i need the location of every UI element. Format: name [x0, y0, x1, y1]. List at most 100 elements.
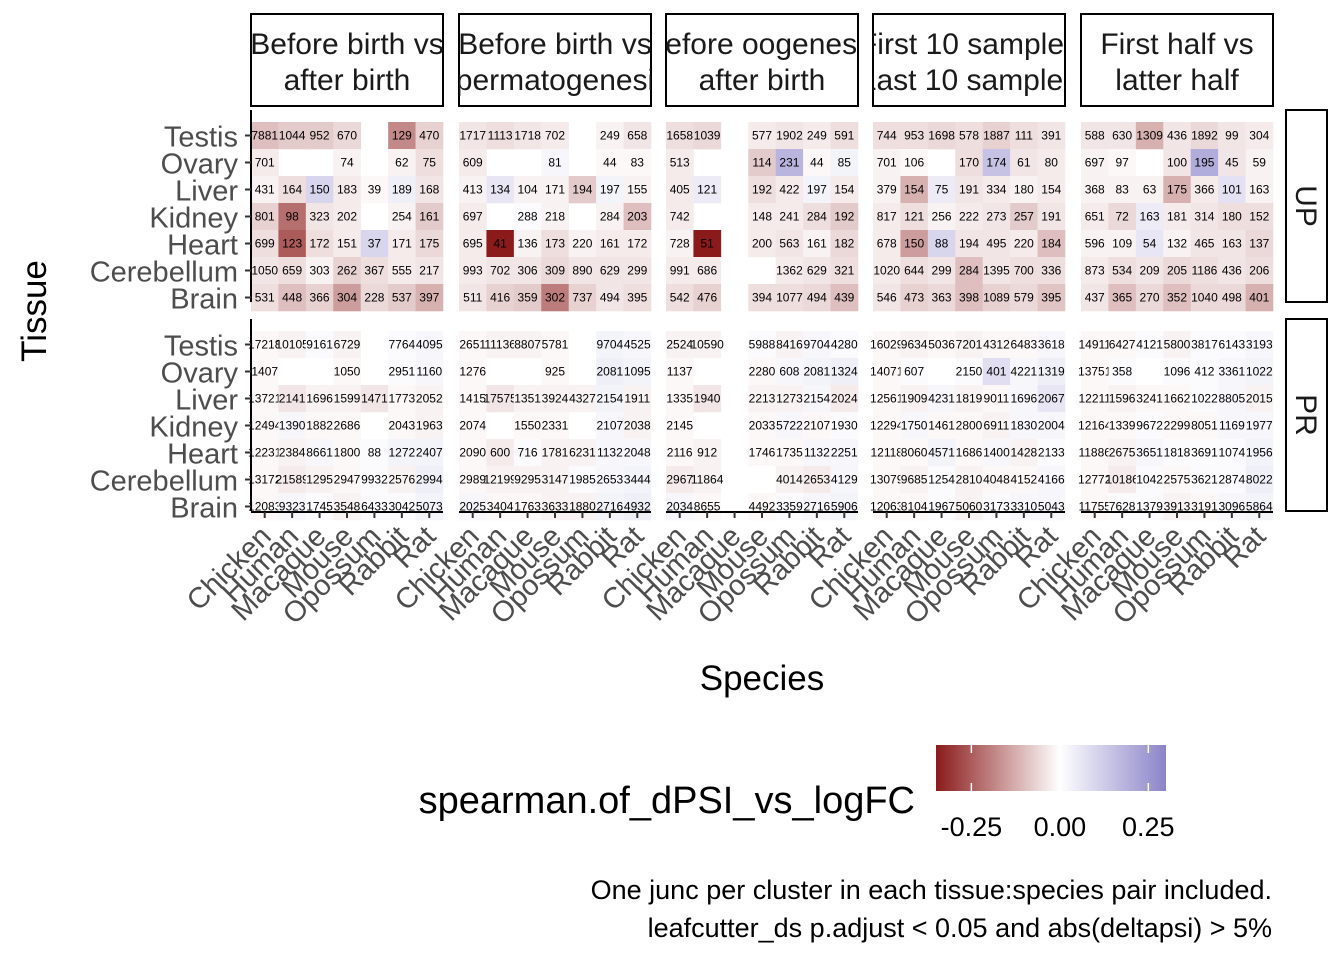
- heatmap-cell: [623, 230, 652, 258]
- heatmap-cell: [623, 439, 652, 467]
- heatmap-cell: [1108, 149, 1137, 177]
- heatmap-cell: [360, 466, 389, 494]
- heatmap-cell: [415, 439, 444, 467]
- cell-value-label: 12063: [870, 500, 904, 514]
- cell-value-label: 9295: [514, 473, 541, 487]
- cell-value-label: 284: [807, 210, 827, 224]
- heatmap-cell: [873, 466, 901, 494]
- heatmap-cell: [251, 257, 279, 285]
- heatmap-cell: [541, 149, 570, 177]
- heatmap-cell: [305, 203, 334, 231]
- legend-title: spearman.of_dPSI_vs_logFC: [419, 780, 915, 822]
- cell-value-label: 299: [627, 264, 647, 278]
- cell-value-label: 171: [545, 183, 565, 197]
- cell-value-label: 8022: [1246, 473, 1273, 487]
- cell-value-label: 10186: [1105, 473, 1139, 487]
- cell-value-label: 1379: [1136, 500, 1163, 514]
- heatmap-cell: [1135, 203, 1164, 231]
- heatmap-cell: [541, 385, 570, 413]
- cell-value-label: 1295: [306, 473, 333, 487]
- heatmap-cell: [927, 412, 956, 440]
- cell-value-label: 1077: [776, 291, 803, 305]
- heatmap-cell: [513, 122, 542, 150]
- panel-up-0: 7881 1044 952 670 129 470 701 74 62 75 431 164 150 18…: [251, 122, 444, 312]
- heatmap-cell: [830, 122, 859, 150]
- cell-value-label: 13751: [1078, 365, 1112, 379]
- cell-value-label: 391: [1041, 129, 1061, 143]
- cell-value-label: 2331: [542, 419, 569, 433]
- cell-value-label: 436: [1167, 129, 1187, 143]
- heatmap-cell: [415, 284, 444, 312]
- heatmap-cell: [1010, 385, 1038, 413]
- heatmap-cell: [333, 358, 362, 386]
- cell-value-label: 6231: [569, 446, 596, 460]
- cell-value-label: 2150: [956, 365, 983, 379]
- heatmap-cell: [360, 257, 389, 285]
- cell-value-label: 1415: [459, 392, 486, 406]
- cell-value-label: 1750: [901, 419, 928, 433]
- heatmap-cell: [1218, 439, 1246, 467]
- heatmap-cell: [955, 149, 984, 177]
- cell-value-label: 45: [1225, 156, 1239, 170]
- heatmap-cell: [333, 203, 362, 231]
- heatmap-cell: [873, 122, 901, 150]
- cell-value-label: 3191: [1191, 500, 1218, 514]
- cell-value-label: 72: [1115, 210, 1129, 224]
- cell-value-label: 1351: [514, 392, 541, 406]
- heatmap-cell: [748, 149, 777, 177]
- cell-value-label: 197: [600, 183, 620, 197]
- heatmap-cell: [1135, 122, 1164, 150]
- heatmap-cell: [666, 284, 694, 312]
- cell-value-label: 912: [697, 446, 717, 460]
- heatmap-cell: [333, 466, 362, 494]
- heatmap-cell: [1010, 331, 1038, 359]
- heatmap-cell: [623, 412, 652, 440]
- panel-up-2: 1658 1039 577 1902 249 591 513 114 231 44 85 405 121…: [666, 122, 859, 312]
- heatmap-cell: [278, 176, 307, 204]
- cell-value-label: 2024: [831, 392, 858, 406]
- heatmap-cell: [513, 284, 542, 312]
- cell-value-label: 13172: [248, 473, 282, 487]
- cell-value-label: 1963: [416, 419, 443, 433]
- heatmap-cell: [1010, 122, 1038, 150]
- cell-value-label: 3913: [1164, 500, 1191, 514]
- cell-value-label: 8805: [1219, 392, 1246, 406]
- heatmap-cell: [1163, 257, 1192, 285]
- cell-value-label: 1985: [569, 473, 596, 487]
- heatmap-cell: [415, 122, 444, 150]
- cell-value-label: 702: [490, 264, 510, 278]
- heatmap-cell: [900, 257, 929, 285]
- cell-value-label: 192: [834, 210, 854, 224]
- heatmap-cell: [486, 284, 515, 312]
- heatmap-cell: [459, 385, 487, 413]
- cell-value-label: 2651: [459, 338, 486, 352]
- cell-value-label: 155: [627, 183, 647, 197]
- cell-value-label: 192: [752, 183, 772, 197]
- heatmap-cell: [748, 412, 777, 440]
- cell-value-label: 197: [807, 183, 827, 197]
- heatmap-cell: [873, 149, 901, 177]
- heatmap-cell: [693, 122, 722, 150]
- heatmap-cell: [623, 358, 652, 386]
- cell-value-label: 1137: [667, 365, 693, 379]
- heatmap-cell: [1245, 331, 1274, 359]
- heatmap-cell: [541, 122, 570, 150]
- heatmap-cell: [927, 176, 956, 204]
- cell-value-label: 422: [779, 183, 799, 197]
- heatmap-cell: [1135, 230, 1164, 258]
- heatmap-cell: [486, 331, 515, 359]
- cell-value-label: 1113: [488, 129, 513, 143]
- cell-value-label: 75: [423, 156, 437, 170]
- y-tick-label: Testis: [164, 331, 238, 363]
- heatmap-cell: [1081, 331, 1109, 359]
- heatmap-cell: [388, 358, 416, 386]
- cell-value-label: 5781: [542, 338, 569, 352]
- heatmap-cell: [415, 385, 444, 413]
- heatmap-cell: [1010, 230, 1038, 258]
- heatmap-cell: [513, 257, 542, 285]
- cell-value-label: 1132: [804, 446, 830, 460]
- heatmap-cell: [900, 331, 929, 359]
- heatmap-cell: [513, 466, 542, 494]
